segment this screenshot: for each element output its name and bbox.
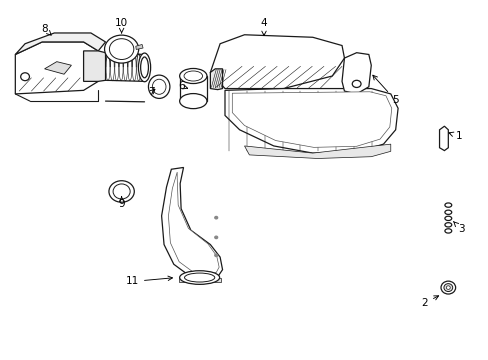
Polygon shape <box>178 278 221 282</box>
Polygon shape <box>168 172 219 274</box>
Ellipse shape <box>109 181 134 202</box>
Polygon shape <box>161 167 222 279</box>
Polygon shape <box>210 35 344 89</box>
Text: 1: 1 <box>448 131 462 141</box>
Ellipse shape <box>179 94 206 109</box>
Text: 10: 10 <box>115 18 128 33</box>
Ellipse shape <box>214 216 217 219</box>
Ellipse shape <box>444 216 451 221</box>
Text: 11: 11 <box>125 276 172 287</box>
Ellipse shape <box>179 68 206 84</box>
Ellipse shape <box>138 53 150 82</box>
Text: 6: 6 <box>178 81 187 91</box>
Ellipse shape <box>444 203 451 207</box>
Polygon shape <box>439 126 447 150</box>
Polygon shape <box>210 69 222 90</box>
Text: 5: 5 <box>372 75 398 105</box>
Ellipse shape <box>444 210 451 215</box>
Ellipse shape <box>148 75 169 98</box>
Text: 9: 9 <box>118 197 124 210</box>
Text: 2: 2 <box>421 296 438 308</box>
Polygon shape <box>341 53 370 94</box>
Ellipse shape <box>440 281 455 294</box>
Polygon shape <box>15 42 98 94</box>
Ellipse shape <box>443 284 452 292</box>
Ellipse shape <box>152 79 165 94</box>
Text: 7: 7 <box>148 87 155 97</box>
Polygon shape <box>15 33 105 54</box>
Ellipse shape <box>179 271 219 284</box>
Polygon shape <box>83 51 105 81</box>
Ellipse shape <box>184 273 214 282</box>
Polygon shape <box>224 89 397 153</box>
Ellipse shape <box>446 286 449 289</box>
Ellipse shape <box>214 236 217 239</box>
Ellipse shape <box>104 35 139 63</box>
Ellipse shape <box>444 229 451 233</box>
Polygon shape <box>136 44 143 49</box>
Ellipse shape <box>20 73 29 81</box>
Ellipse shape <box>113 184 130 199</box>
Polygon shape <box>244 144 390 158</box>
Ellipse shape <box>109 39 134 59</box>
Ellipse shape <box>183 71 202 81</box>
Polygon shape <box>44 62 71 74</box>
Text: 3: 3 <box>452 221 464 234</box>
Polygon shape <box>179 76 206 101</box>
Ellipse shape <box>214 254 217 257</box>
Text: 4: 4 <box>260 18 267 36</box>
Ellipse shape <box>141 57 148 78</box>
Ellipse shape <box>444 223 451 227</box>
Text: 8: 8 <box>41 24 51 35</box>
Polygon shape <box>232 92 391 147</box>
Ellipse shape <box>351 80 360 87</box>
